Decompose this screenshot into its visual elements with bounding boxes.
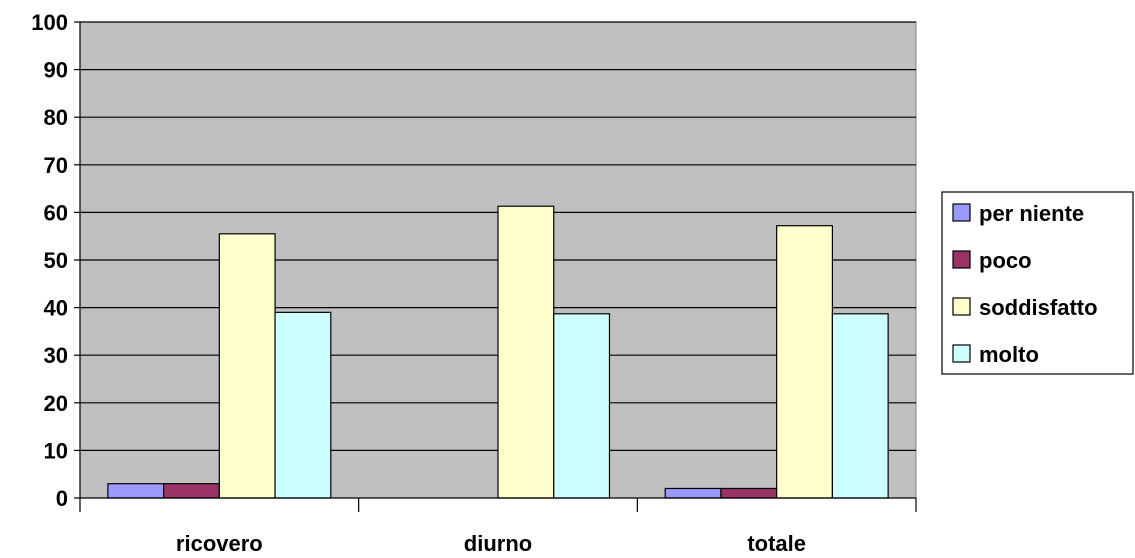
bar-per-niente-totale	[664, 487, 722, 499]
axes	[74, 21, 917, 512]
legend-box	[941, 191, 1134, 375]
y-tick-label: 50	[44, 248, 68, 273]
legend: per niente poco soddisfatto molto	[941, 191, 1134, 375]
legend-label: soddisfatto	[979, 295, 1098, 320]
bar-molto-diurno	[553, 313, 611, 499]
legend-swatch	[952, 297, 971, 316]
bar-molto-ricovero	[274, 311, 332, 499]
bar-soddisfatto-diurno	[497, 205, 555, 499]
x-category-label: totale	[747, 531, 806, 556]
y-tick-label: 80	[44, 105, 68, 130]
y-tick-label: 20	[44, 391, 68, 416]
bar-molto-totale	[831, 313, 889, 499]
y-tick-label: 100	[31, 10, 68, 35]
y-tick-label: 10	[44, 438, 68, 463]
y-tick-label: 40	[44, 296, 68, 321]
legend-swatch	[952, 250, 971, 269]
y-tick-label: 0	[56, 486, 68, 511]
x-category-label: diurno	[464, 531, 532, 556]
bars	[107, 205, 889, 499]
y-tick-label: 60	[44, 200, 68, 225]
bar-per-niente-ricovero	[107, 483, 165, 499]
x-category-label: ricovero	[176, 531, 263, 556]
legend-swatch	[952, 203, 971, 222]
bar-soddisfatto-totale	[776, 225, 834, 499]
y-tick-label: 90	[44, 58, 68, 83]
y-tick-labels: 0 10 20 30 40 50 60 70 80 90 100	[31, 10, 68, 511]
x-category-labels: ricovero diurno totale	[176, 531, 806, 556]
legend-swatch	[952, 344, 971, 363]
y-tick-label: 70	[44, 153, 68, 178]
bar-poco-totale	[720, 487, 778, 499]
legend-label: poco	[979, 248, 1032, 273]
legend-label: molto	[979, 342, 1039, 367]
bar-soddisfatto-ricovero	[218, 233, 276, 499]
bar-poco-ricovero	[163, 483, 220, 499]
legend-label: per niente	[979, 201, 1084, 226]
y-tick-label: 30	[44, 343, 68, 368]
